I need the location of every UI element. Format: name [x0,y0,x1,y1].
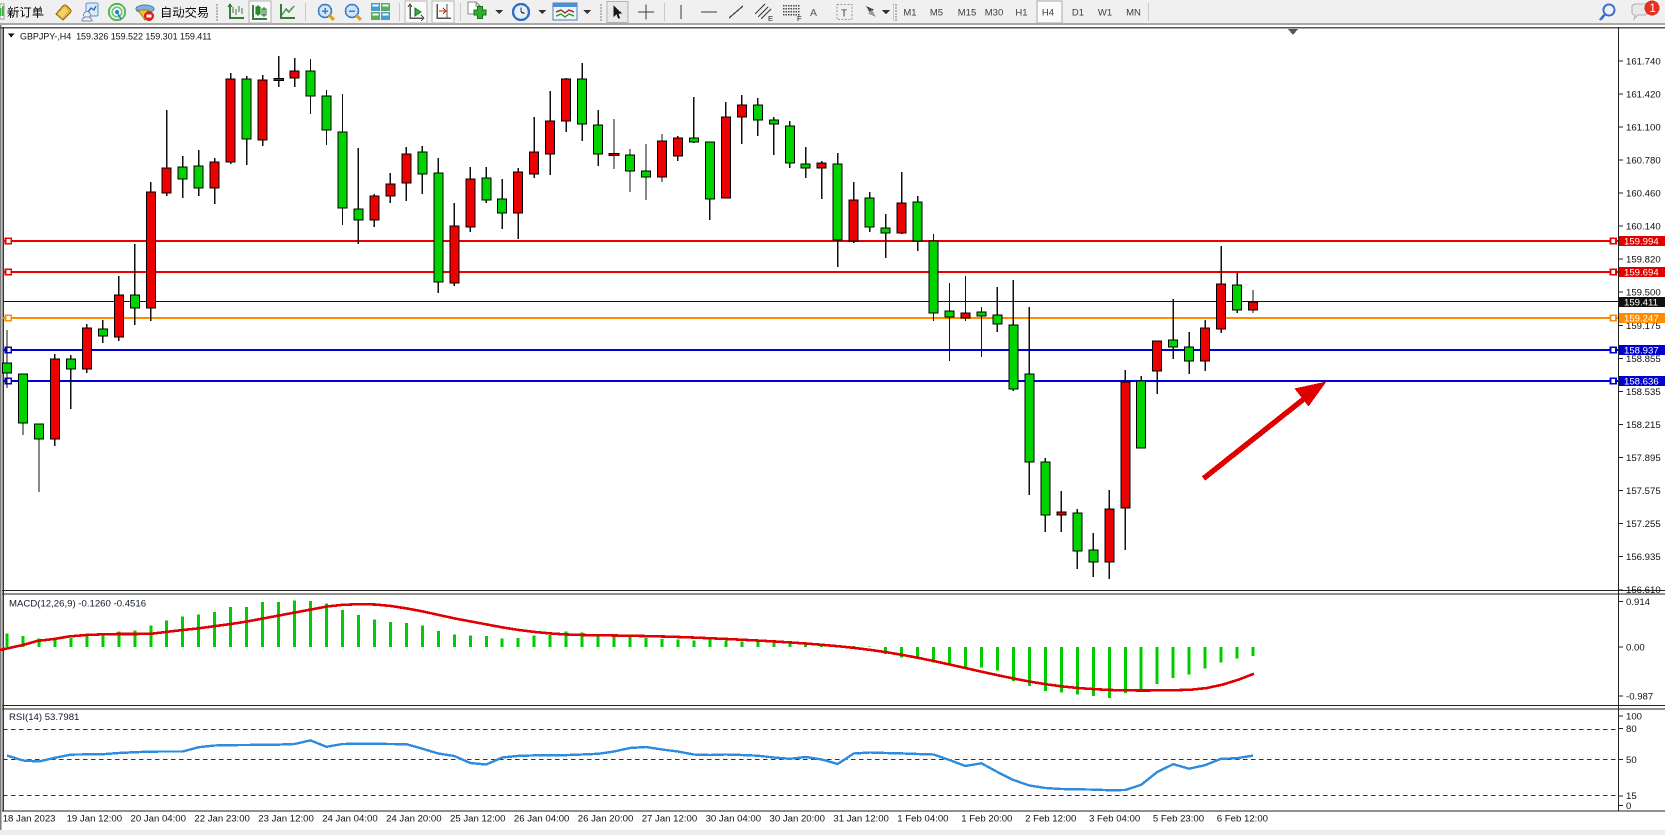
svg-text:MN: MN [1126,8,1141,19]
svg-text:161.100: 161.100 [1626,122,1661,133]
svg-text:E: E [768,14,773,23]
svg-text:19 Jan 12:00: 19 Jan 12:00 [67,814,122,825]
svg-text:MACD(12,26,9) -0.1260 -0.4516: MACD(12,26,9) -0.1260 -0.4516 [9,599,146,610]
svg-text:160.780: 160.780 [1626,155,1661,166]
svg-text:26 Jan 20:00: 26 Jan 20:00 [578,814,633,825]
svg-text:30 Jan 04:00: 30 Jan 04:00 [706,814,761,825]
svg-text:24 Jan 20:00: 24 Jan 20:00 [386,814,441,825]
svg-text:158.535: 158.535 [1626,387,1661,398]
svg-text:158.855: 158.855 [1626,354,1661,365]
svg-text:161.420: 161.420 [1626,89,1661,100]
svg-text:30 Jan 20:00: 30 Jan 20:00 [770,814,825,825]
svg-text:1 Feb 04:00: 1 Feb 04:00 [897,814,948,825]
svg-text:15: 15 [1626,791,1637,802]
svg-text:156.610: 156.610 [1626,585,1661,596]
svg-text:26 Jan 04:00: 26 Jan 04:00 [514,814,569,825]
svg-text:1 Feb 20:00: 1 Feb 20:00 [961,814,1012,825]
svg-text:2 Feb 12:00: 2 Feb 12:00 [1025,814,1076,825]
svg-text:H1: H1 [1015,8,1027,19]
svg-text:159.500: 159.500 [1626,287,1661,298]
svg-text:161.740: 161.740 [1626,56,1661,67]
svg-text:160.460: 160.460 [1626,188,1661,199]
svg-text:A: A [810,7,817,19]
svg-text:159.694: 159.694 [1624,268,1659,279]
svg-text:M1: M1 [903,8,916,19]
svg-text:3 Feb 04:00: 3 Feb 04:00 [1089,814,1140,825]
svg-text:18 Jan 2023: 18 Jan 2023 [3,814,56,825]
svg-text:158.937: 158.937 [1624,346,1659,357]
svg-text:159.175: 159.175 [1626,321,1661,332]
svg-text:22 Jan 23:00: 22 Jan 23:00 [194,814,249,825]
svg-text:159.820: 159.820 [1626,254,1661,265]
svg-text:RSI(14) 53.7981: RSI(14) 53.7981 [9,712,79,723]
svg-text:1: 1 [1650,3,1656,15]
svg-text:158.215: 158.215 [1626,420,1661,431]
svg-text:6 Feb 12:00: 6 Feb 12:00 [1217,814,1268,825]
svg-text:158.636: 158.636 [1624,377,1659,388]
svg-text:-0.987: -0.987 [1626,691,1653,702]
svg-text:157.575: 157.575 [1626,486,1661,497]
svg-text:20 Jan 04:00: 20 Jan 04:00 [131,814,186,825]
svg-text:0.914: 0.914 [1626,597,1651,608]
svg-text:GBPJPY-,H4 159.326 159.522 15: GBPJPY-,H4 159.326 159.522 159.301 159.4… [20,32,212,42]
svg-text:D1: D1 [1072,8,1084,19]
svg-text:W1: W1 [1098,8,1112,19]
svg-text:80: 80 [1626,724,1637,735]
svg-text:157.255: 157.255 [1626,519,1661,530]
svg-text:25 Jan 12:00: 25 Jan 12:00 [450,814,505,825]
svg-text:0: 0 [1626,801,1631,812]
svg-text:0.00: 0.00 [1626,643,1645,654]
svg-text:M15: M15 [958,8,976,19]
svg-text:50: 50 [1626,755,1637,766]
svg-text:159.411: 159.411 [1624,298,1658,309]
svg-text:27 Jan 12:00: 27 Jan 12:00 [642,814,697,825]
svg-text:160.140: 160.140 [1626,221,1661,232]
svg-text:23 Jan 12:00: 23 Jan 12:00 [258,814,313,825]
svg-text:31 Jan 12:00: 31 Jan 12:00 [833,814,888,825]
svg-text:156.935: 156.935 [1626,552,1661,563]
svg-text:157.895: 157.895 [1626,453,1661,464]
svg-text:H4: H4 [1042,8,1054,19]
svg-text:24 Jan 04:00: 24 Jan 04:00 [322,814,377,825]
svg-text:F: F [797,14,802,23]
svg-text:M30: M30 [985,8,1003,19]
svg-text:100: 100 [1626,711,1642,722]
svg-text:T: T [841,9,847,20]
svg-text:5 Feb 23:00: 5 Feb 23:00 [1153,814,1204,825]
svg-text:M5: M5 [930,8,943,19]
svg-text:159.247: 159.247 [1624,314,1659,325]
svg-text:159.994: 159.994 [1624,237,1659,248]
